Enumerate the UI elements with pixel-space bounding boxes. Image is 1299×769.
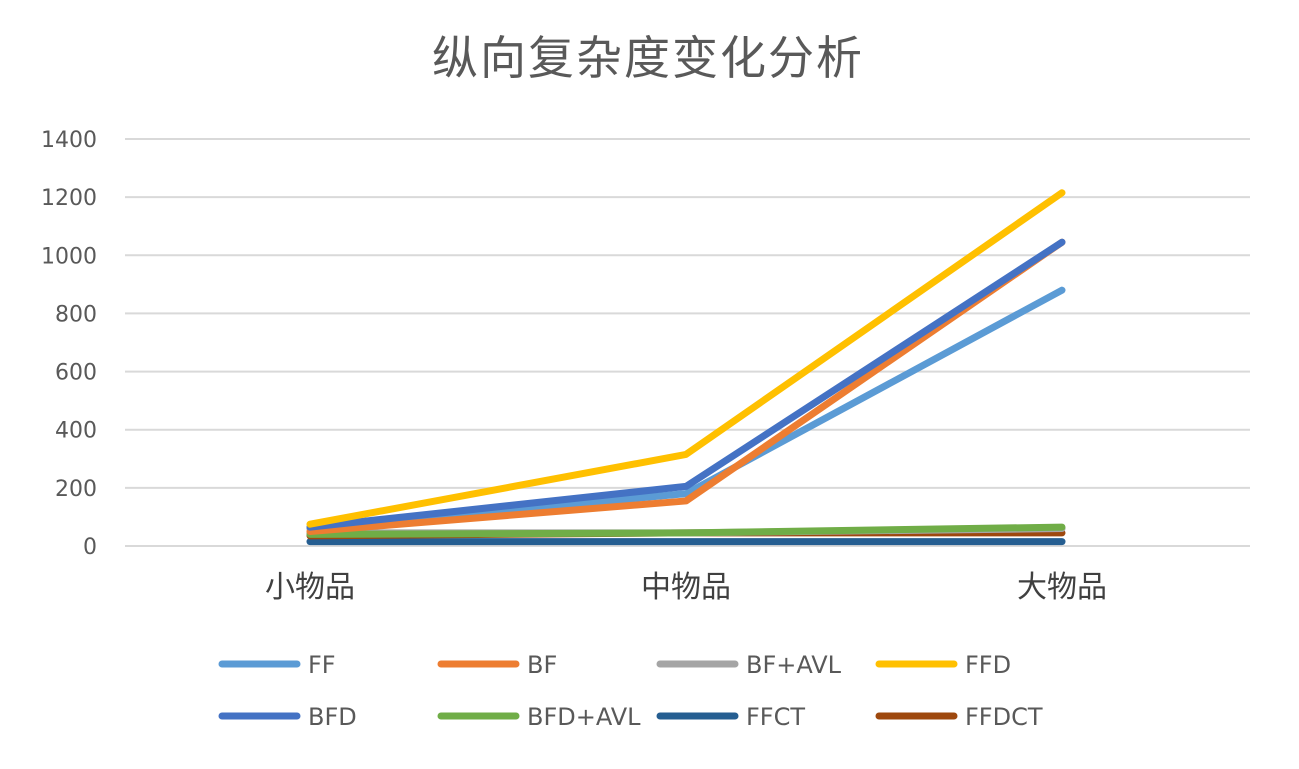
y-tick-label: 0 <box>83 535 97 560</box>
series-lines <box>306 189 1066 546</box>
x-tick-label: 中物品 <box>641 570 731 605</box>
x-axis-ticks: 小物品 中物品 大物品 <box>265 570 1107 605</box>
y-tick-label: 200 <box>55 477 97 502</box>
y-axis-ticks: 0 200 400 600 800 1000 1200 1400 <box>41 128 97 560</box>
legend-label-bf-avl: BF+AVL <box>746 651 842 679</box>
y-tick-label: 400 <box>55 419 97 444</box>
series-line-bfd <box>306 238 1066 531</box>
y-tick-label: 1400 <box>41 128 97 153</box>
x-tick-label: 大物品 <box>1017 570 1107 605</box>
gridlines <box>125 138 1250 547</box>
y-tick-label: 600 <box>55 361 97 386</box>
series-line-ffd <box>306 189 1066 528</box>
legend: FF BF BF+AVL FFD BFD BFD+AVL FFCT FFDCT <box>218 651 1043 731</box>
legend-label-bf: BF <box>527 651 557 679</box>
legend-label-ff: FF <box>308 651 336 679</box>
legend-label-ffd: FFD <box>965 651 1011 679</box>
legend-label-bfd: BFD <box>308 703 357 731</box>
y-tick-label: 800 <box>55 302 97 327</box>
series-line-bf <box>306 238 1066 535</box>
legend-label-ffdct: FFDCT <box>965 703 1043 731</box>
y-tick-label: 1000 <box>41 244 97 269</box>
y-tick-label: 1200 <box>41 186 97 211</box>
series-line-bfd-avl <box>306 523 1066 538</box>
x-tick-label: 小物品 <box>265 570 355 605</box>
legend-label-ffct: FFCT <box>746 703 805 731</box>
chart-title: 纵向复杂度变化分析 <box>432 31 864 85</box>
legend-label-bfd-avl: BFD+AVL <box>527 703 641 731</box>
